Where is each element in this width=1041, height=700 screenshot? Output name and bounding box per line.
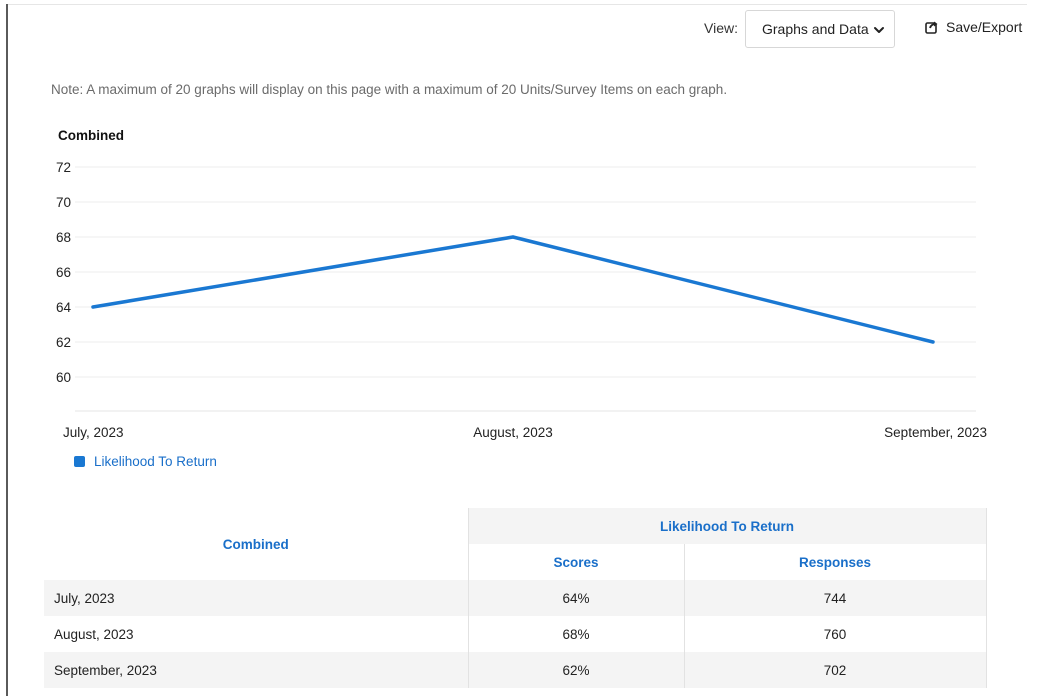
table-row: September, 2023 62% 702 [44,652,987,688]
share-export-icon [925,21,938,34]
data-point[interactable] [931,340,935,344]
y-tick-label: 70 [56,195,71,210]
legend-swatch [74,456,85,467]
page-border-left [6,4,8,696]
series-line[interactable] [91,235,935,344]
legend-label: Likelihood To Return [94,454,217,469]
x-tick-label: September, 2023 [884,425,987,440]
data-point[interactable] [91,305,95,309]
row-responses: 702 [683,652,987,688]
save-export-button[interactable]: Save/Export [925,19,1022,35]
row-score: 62% [467,652,684,688]
view-select[interactable]: Graphs and Data [745,10,895,48]
y-tick-label: 60 [56,370,71,385]
x-tick-label: July, 2023 [63,425,124,440]
row-score: 68% [467,616,684,652]
y-tick-label: 68 [56,230,71,245]
chevron-down-icon [874,27,884,33]
y-tick-label: 62 [56,335,71,350]
chart-legend[interactable]: Likelihood To Return [74,454,217,469]
chart-title: Combined [58,128,124,143]
row-score: 64% [467,580,684,616]
page-border-top [8,4,1027,5]
row-responses: 744 [683,580,987,616]
x-tick-label: August, 2023 [473,425,553,440]
y-tick-label: 72 [56,160,71,175]
y-tick-label: 64 [56,300,72,315]
row-label: September, 2023 [44,652,468,688]
graph-limit-note: Note: A maximum of 20 graphs will displa… [51,82,728,97]
data-point[interactable] [511,235,515,239]
row-label: August, 2023 [54,626,134,642]
row-responses: 760 [683,616,987,652]
save-export-label: Save/Export [946,19,1023,35]
row-label: July, 2023 [44,580,468,616]
view-select-value: Graphs and Data [762,21,869,37]
table-corner-header: Combined [222,536,289,552]
toolbar: View: Graphs and Data Save/Export [0,10,1041,50]
y-tick-label: 66 [56,265,71,280]
table-row: July, 2023 64% 744 [44,580,987,616]
table-header-responses: Responses [683,544,987,580]
table-row: August, 2023 68% 760 [44,616,987,652]
view-label: View: [704,20,738,36]
data-table: Combined Likelihood To Return Scores Res… [44,508,987,688]
table-group-header: Likelihood To Return [467,508,987,544]
table-header-scores: Scores [467,544,684,580]
